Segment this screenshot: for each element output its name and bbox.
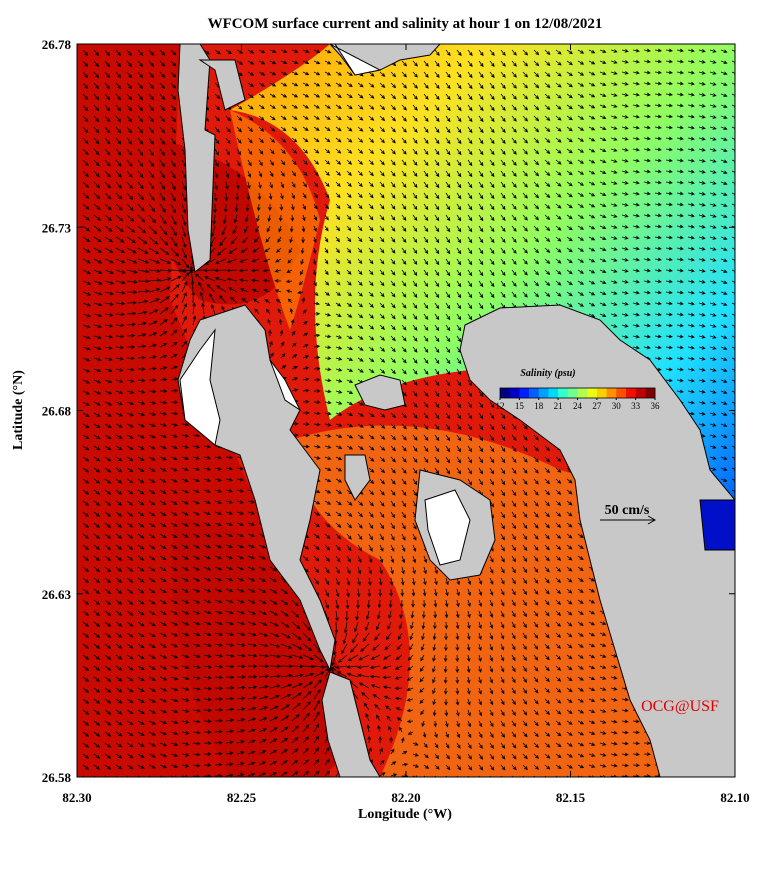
colorbar-cell [587, 388, 598, 398]
colorbar-tick-label: 15 [515, 401, 525, 411]
y-tick-label: 26.63 [42, 587, 72, 602]
colorbar-tick-label: 12 [496, 401, 505, 411]
y-tick-label: 26.58 [42, 770, 72, 785]
colorbar-tick-label: 33 [631, 401, 641, 411]
colorbar-cell [645, 388, 656, 398]
vector-scale-label: 50 cm/s [605, 503, 650, 518]
colorbar-cell [529, 388, 540, 398]
y-tick-label: 26.73 [42, 220, 72, 235]
colorbar-cell [635, 388, 646, 398]
colorbar-cell [500, 388, 510, 398]
colorbar-cell [625, 388, 636, 398]
colorbar-cell [577, 388, 588, 398]
land [177, 44, 735, 777]
x-tick-label: 82.10 [720, 790, 749, 805]
salinity-field [77, 44, 735, 777]
colorbar-tick-label: 30 [612, 401, 622, 411]
x-axis-label: Longitude (°W) [358, 807, 452, 822]
colorbar-tick-label: 27 [592, 401, 602, 411]
colorbar-cell [606, 388, 617, 398]
x-tick-label: 82.30 [62, 790, 91, 805]
y-tick-label: 26.68 [42, 404, 72, 419]
x-tick-label: 82.25 [227, 790, 257, 805]
colorbar-tick-label: 36 [651, 401, 661, 411]
colorbar-cell [596, 388, 607, 398]
water-white [179, 44, 735, 566]
y-axis-label: Latitude (°N) [11, 370, 26, 450]
chart-title: WFCOM surface current and salinity at ho… [208, 16, 603, 32]
y-tick-label: 26.78 [42, 37, 72, 52]
scale-arrow [600, 515, 657, 525]
colorbar-title: Salinity (psu) [520, 368, 575, 379]
x-tick-label: 82.15 [556, 790, 586, 805]
colorbar-cell [519, 388, 530, 398]
colorbar-cell [567, 388, 578, 398]
colorbar-tick-label: 21 [554, 401, 563, 411]
annotation: OCG@USF [641, 698, 719, 715]
colorbar-cell [616, 388, 627, 398]
colorbar-cell [538, 388, 549, 398]
colorbar-tick-label: 18 [534, 401, 544, 411]
colorbar-cell [548, 388, 559, 398]
x-tick-label: 82.20 [391, 790, 420, 805]
colorbar-cell [558, 388, 569, 398]
colorbar-cell [509, 388, 520, 398]
colorbar-tick-label: 24 [573, 401, 583, 411]
